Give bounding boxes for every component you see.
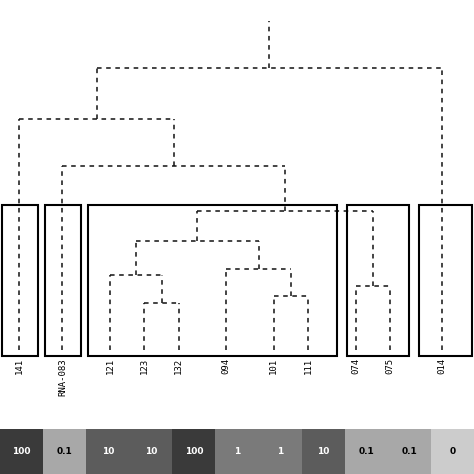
Text: RNA-083: RNA-083 — [58, 358, 67, 396]
Text: 075: 075 — [385, 358, 394, 374]
FancyBboxPatch shape — [0, 429, 43, 474]
Text: 100: 100 — [185, 447, 203, 456]
FancyBboxPatch shape — [43, 429, 86, 474]
FancyBboxPatch shape — [258, 429, 301, 474]
Text: 014: 014 — [437, 358, 446, 374]
FancyBboxPatch shape — [431, 429, 474, 474]
FancyBboxPatch shape — [388, 429, 431, 474]
Text: 0: 0 — [449, 447, 456, 456]
FancyBboxPatch shape — [129, 429, 173, 474]
Text: 101: 101 — [269, 358, 278, 374]
Text: 121: 121 — [105, 358, 114, 374]
FancyBboxPatch shape — [86, 429, 129, 474]
FancyBboxPatch shape — [216, 429, 258, 474]
FancyBboxPatch shape — [173, 429, 216, 474]
Text: 1: 1 — [234, 447, 240, 456]
Text: 10: 10 — [145, 447, 157, 456]
FancyBboxPatch shape — [345, 429, 388, 474]
Text: 1: 1 — [277, 447, 283, 456]
Text: 094: 094 — [222, 358, 231, 374]
Text: 0.1: 0.1 — [57, 447, 73, 456]
Text: 132: 132 — [174, 358, 183, 374]
Text: 141: 141 — [15, 358, 24, 374]
Text: 0.1: 0.1 — [401, 447, 417, 456]
Text: 111: 111 — [304, 358, 312, 374]
Text: 0.1: 0.1 — [358, 447, 374, 456]
Text: 100: 100 — [12, 447, 31, 456]
FancyBboxPatch shape — [301, 429, 345, 474]
Text: 074: 074 — [351, 358, 360, 374]
Text: 123: 123 — [140, 358, 149, 374]
Text: 10: 10 — [101, 447, 114, 456]
Text: 10: 10 — [317, 447, 329, 456]
